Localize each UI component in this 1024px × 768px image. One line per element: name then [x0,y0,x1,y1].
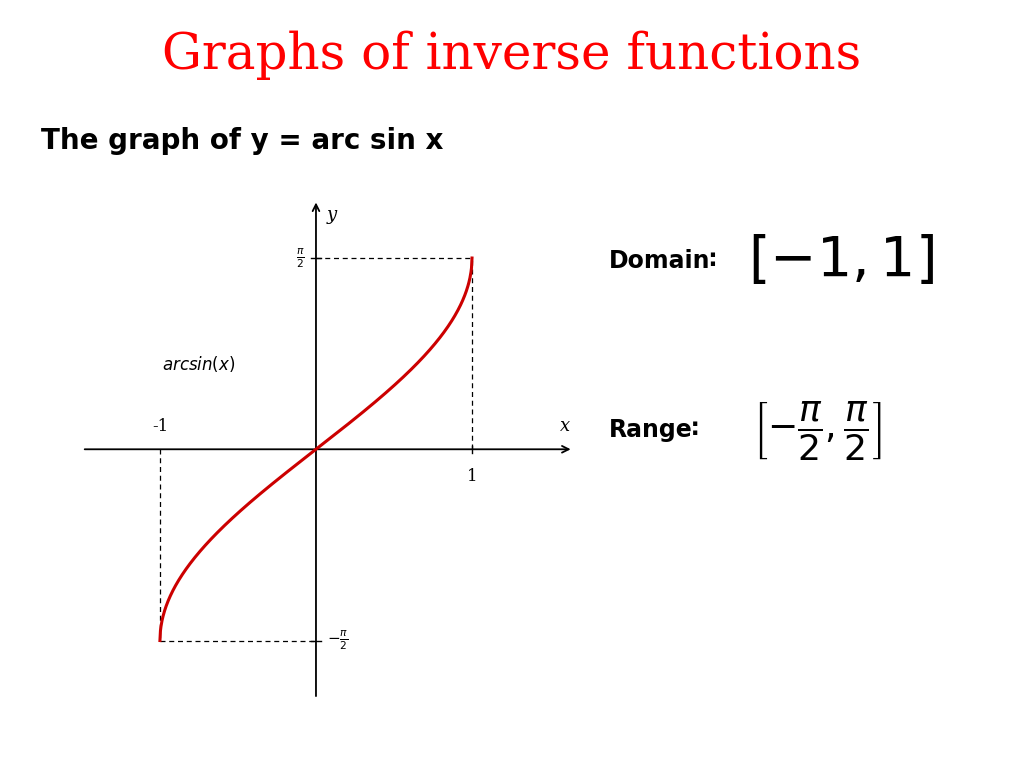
Text: Graphs of inverse functions: Graphs of inverse functions [163,31,861,80]
Text: $\frac{\pi}{2}$: $\frac{\pi}{2}$ [296,247,305,270]
Text: $-\frac{\pi}{2}$: $-\frac{\pi}{2}$ [327,629,348,652]
Text: -1: -1 [152,418,168,435]
Text: 1: 1 [467,468,477,485]
Text: x: x [560,417,570,435]
Text: $[-1,1]$: $[-1,1]$ [748,233,934,289]
Text: Domain∶: Domain∶ [609,249,718,273]
Text: Range∶: Range∶ [609,418,700,442]
Text: The graph of y = arc sin x: The graph of y = arc sin x [41,127,443,154]
Text: $\left[-\dfrac{\pi}{2},\dfrac{\pi}{2}\right]$: $\left[-\dfrac{\pi}{2},\dfrac{\pi}{2}\ri… [753,399,881,462]
Text: y: y [327,206,337,223]
Text: $arcsin(x)$: $arcsin(x)$ [162,354,236,374]
